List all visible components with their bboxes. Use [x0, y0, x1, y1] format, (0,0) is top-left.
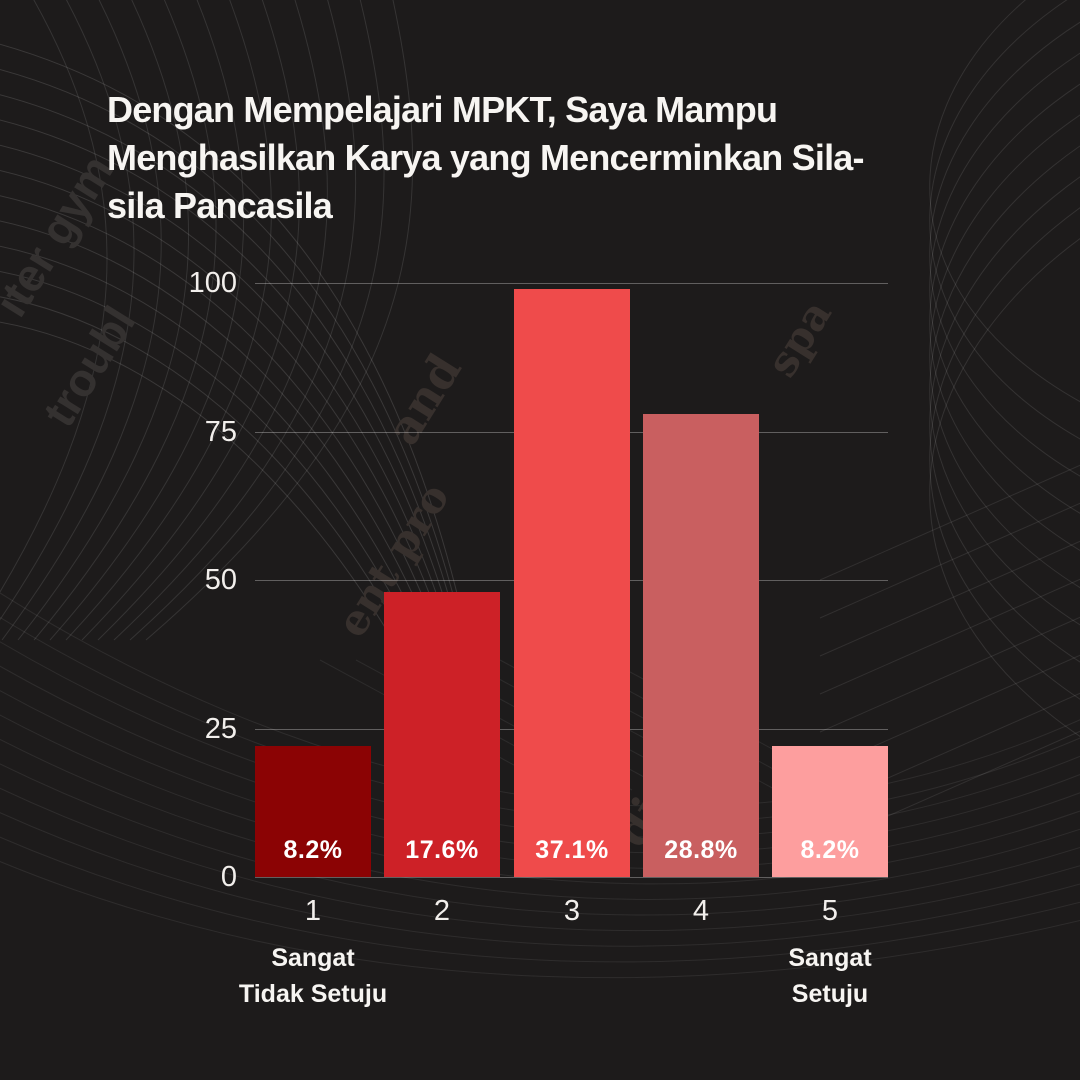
- decorative-curve: [0, 763, 1080, 916]
- decorative-curve: [819, 616, 1080, 733]
- decorative-curve: [0, 738, 1080, 900]
- bar-value-label: 17.6%: [405, 836, 479, 864]
- decorative-curve: [0, 860, 1080, 979]
- decorative-curve: [0, 69, 481, 713]
- decorative-curve: [929, 83, 1080, 551]
- bar-value-label: 8.2%: [283, 836, 343, 864]
- decorative-curve: [113, 0, 357, 641]
- bar-category-1: 8.2%: [255, 746, 371, 877]
- y-axis-tick-label: 75: [204, 415, 237, 448]
- decorative-curve: [929, 176, 1080, 663]
- y-axis-tick-label: 25: [204, 712, 237, 745]
- y-axis-tick-label: 100: [188, 267, 237, 299]
- decorative-curve: [929, 207, 1080, 700]
- decorative-curve: [0, 714, 1080, 885]
- decorative-curve: [929, 238, 1080, 737]
- decorative-curve: [819, 654, 1080, 771]
- decorative-curve: [65, 0, 272, 641]
- decorative-curve: [0, 94, 481, 725]
- decorative-curve: [97, 0, 328, 641]
- bar-value-label: 8.2%: [800, 836, 860, 864]
- chart-title: Dengan Mempelajari MPKT, Saya Mampu Meng…: [107, 89, 864, 226]
- x-axis-tick-label: 5: [821, 895, 839, 927]
- decorative-curve: [929, 0, 1080, 440]
- decorative-curve: [929, 21, 1080, 477]
- decorative-curve: [819, 464, 1080, 581]
- decorative-curve: [0, 812, 1080, 947]
- y-axis-tick-label: 0: [220, 861, 237, 893]
- decorative-curve: [929, 114, 1080, 589]
- axis-annotation: Sangat Tidak Setuju: [238, 944, 388, 1008]
- axis-annotation: Sangat Setuju: [788, 944, 872, 1008]
- decorative-curve: [33, 0, 217, 641]
- plot-area: 8.2% 17.6% 37.1% 28.8% 8.2%: [255, 283, 888, 878]
- decorative-curve: [819, 540, 1080, 657]
- decorative-curve: [81, 0, 300, 641]
- decorative-curve: [0, 836, 1080, 963]
- bar-category-3: 37.1%: [514, 288, 630, 877]
- decorative-curve: [929, 0, 1080, 403]
- x-axis-tick-label: 1: [304, 895, 322, 927]
- gridline: [255, 877, 888, 878]
- bar-value-label: 28.8%: [664, 836, 738, 864]
- decorative-curve: [0, 0, 135, 621]
- y-axis-tick-label: 50: [204, 564, 237, 596]
- bar-category-4: 28.8%: [643, 413, 759, 877]
- x-axis-tick-label: 4: [692, 895, 710, 927]
- decorative-curve: [929, 52, 1080, 514]
- bar-value-label: 37.1%: [535, 836, 609, 864]
- x-axis-tick-label: 2: [433, 895, 451, 927]
- x-axis-tick-label: 3: [563, 895, 581, 927]
- gridline: [255, 283, 888, 284]
- decorative-curve: [1, 0, 162, 641]
- bar-category-2: 17.6%: [384, 591, 500, 877]
- decorative-curve: [0, 43, 481, 701]
- decorative-curve: [49, 0, 245, 641]
- decorative-curve: [0, 787, 1080, 932]
- decorative-curve: [0, 119, 481, 737]
- decorative-curve: [0, 0, 108, 593]
- decorative-curve: [819, 578, 1080, 695]
- decorative-curve: [819, 502, 1080, 619]
- decorative-curve: [17, 0, 190, 641]
- decorative-curve: [129, 0, 385, 641]
- decorative-curve: [145, 0, 414, 641]
- bar-category-5: 8.2%: [772, 746, 888, 877]
- decorative-curve: [929, 145, 1080, 626]
